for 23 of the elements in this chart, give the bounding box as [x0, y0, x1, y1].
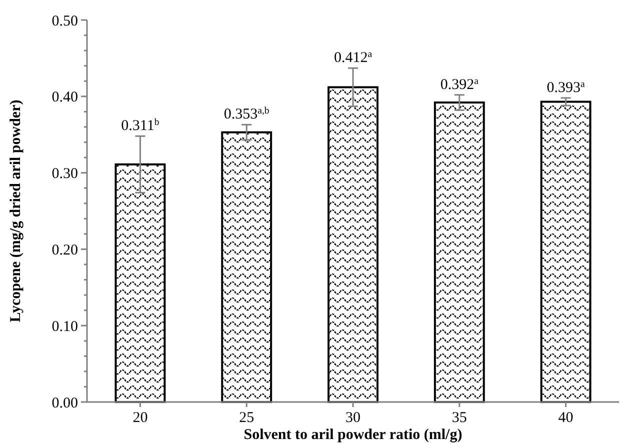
data-label: 0.311$^{b}$: [121, 116, 160, 134]
x-tick-label: 40: [558, 410, 574, 426]
bar: [328, 86, 378, 403]
data-label: 0.393$^{a}$: [546, 78, 586, 96]
x-tick-label: 20: [132, 410, 148, 426]
bar: [114, 163, 166, 403]
x-tick-label: 25: [239, 410, 254, 426]
bar: [434, 102, 485, 403]
bar: [540, 100, 592, 403]
data-label: 0.412$^{a}$: [334, 48, 373, 66]
y-tick-label: 0.40: [52, 90, 78, 106]
y-tick-label: 0.20: [52, 242, 78, 258]
x-axis-title: Solvent to aril powder ratio (ml/g): [244, 427, 462, 443]
y-axis-title: Lycopene (mg/g dried aril powder): [8, 100, 24, 322]
y-tick-label: 0.00: [52, 395, 78, 412]
y-tick-label: 0.30: [52, 166, 78, 182]
data-label: 0.353$^{a,b}$: [224, 105, 270, 123]
y-tick-label: 0.50: [52, 13, 78, 30]
data-label: 0.392$^{a}$: [440, 75, 480, 93]
bar: [221, 131, 272, 403]
x-tick-label: 30: [346, 410, 360, 426]
x-tick-label: 35: [452, 410, 467, 426]
y-tick-label: 0.10: [52, 318, 78, 335]
